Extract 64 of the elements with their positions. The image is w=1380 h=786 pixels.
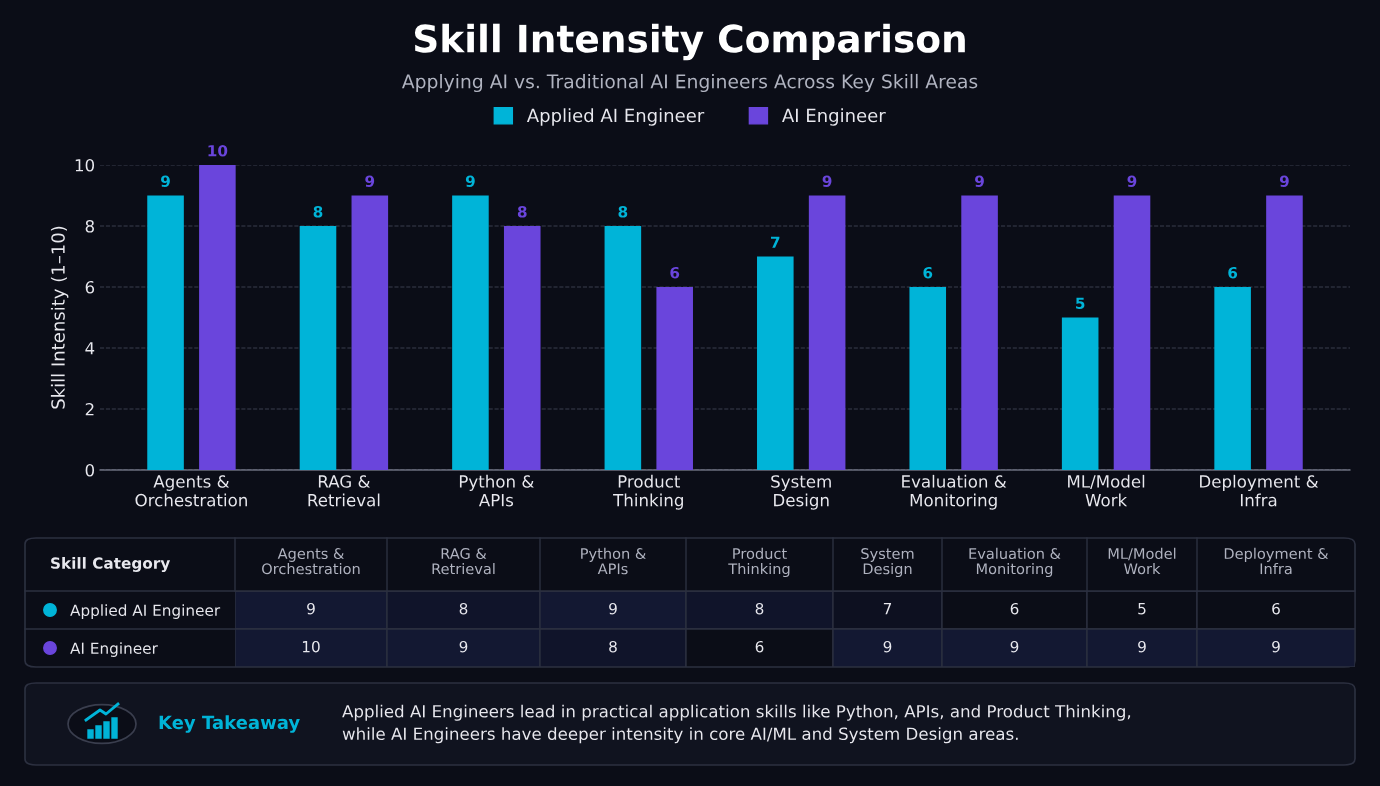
data-label: 5 xyxy=(1076,297,1085,309)
data-label: 8 xyxy=(313,205,323,218)
x-tick-label: System Design xyxy=(771,475,831,510)
data-label: 9 xyxy=(1272,640,1280,653)
data-label: 8 xyxy=(459,602,468,615)
x-tick-label: Agents & Orchestration xyxy=(135,475,247,507)
data-label: 9 xyxy=(161,175,170,187)
data-label: 9 xyxy=(609,602,617,615)
x-tick-label: Evaluation & Monitoring xyxy=(969,547,1061,578)
x-tick-label: Python & APIs xyxy=(459,474,534,507)
data-label: 9 xyxy=(975,175,984,187)
text: Skill Category xyxy=(51,557,171,572)
data-label: 6 xyxy=(1010,602,1019,615)
data-label: 6 xyxy=(1228,266,1238,279)
data-label: 9 xyxy=(1010,640,1019,653)
data-label: 6 xyxy=(755,640,764,653)
data-label: 7 xyxy=(883,603,892,615)
chart-subtitle: Applying AI vs. Traditional AI Engineers Across Key Skill Areas xyxy=(401,73,978,93)
y-tick-label: 6 xyxy=(85,280,95,294)
data-label: 6 xyxy=(670,266,680,279)
data-label: 6 xyxy=(923,266,933,279)
data-label: 8 xyxy=(609,640,617,653)
y-axis-title: Skill Intensity (1–10) xyxy=(50,226,69,409)
y-tick-label: 8 xyxy=(85,219,94,233)
data-label: 9 xyxy=(1279,175,1289,187)
data-label: 9 xyxy=(1138,640,1146,653)
x-tick-label: Deployment & Infra xyxy=(1224,547,1329,575)
x-tick-label: RAG & Retrieval xyxy=(308,475,380,507)
data-label: 9 xyxy=(459,640,468,653)
data-label: 9 xyxy=(365,175,375,187)
data-label: 9 xyxy=(883,640,892,653)
x-tick-label: RAG & Retrieval xyxy=(432,548,495,575)
x-tick-label: Python & APIs xyxy=(581,547,646,575)
data-label: 6 xyxy=(1272,602,1280,615)
x-tick-label: ML/Model Work xyxy=(1108,547,1176,575)
data-label: 9 xyxy=(1127,175,1137,187)
data-label: 10 xyxy=(208,144,228,157)
x-tick-label: ML/Model Work xyxy=(1068,474,1145,507)
x-tick-label: Agents & Orchestration xyxy=(262,548,360,575)
data-label: 5 xyxy=(1138,603,1146,615)
chart-title: Skill Intensity Comparison xyxy=(414,23,965,61)
y-tick-label: 10 xyxy=(75,158,95,172)
data-label: 9 xyxy=(465,175,475,187)
text: Key Takeaway xyxy=(159,715,300,733)
data-label: 8 xyxy=(618,205,628,218)
data-label: 10 xyxy=(302,640,320,653)
y-tick-label: AI Engineer xyxy=(70,642,158,657)
legend-label: Applied AI Engineer xyxy=(526,108,705,126)
x-tick-label: Product Thinking xyxy=(613,474,683,510)
data-label: 9 xyxy=(307,602,315,615)
data-label: 8 xyxy=(755,602,764,615)
text: Applied AI Engineers lead in practical application skills like Python, APIs, and Product Thinking, while AI Engineers have deeper intensity in core AI/ML and System Design areas. xyxy=(342,704,1131,744)
y-tick-label: 0 xyxy=(85,463,95,477)
y-tick-label: Applied AI Engineer xyxy=(70,604,221,619)
x-tick-label: System Design xyxy=(861,548,914,578)
data-label: 9 xyxy=(822,175,832,187)
data-label: 8 xyxy=(517,205,527,218)
x-tick-label: Product Thinking xyxy=(728,547,790,578)
y-tick-label: 2 xyxy=(85,402,94,416)
x-tick-label: Evaluation & Monitoring xyxy=(902,474,1007,510)
y-tick-label: 4 xyxy=(85,342,95,355)
x-tick-label: Deployment & Infra xyxy=(1200,474,1319,507)
legend-label: AI Engineer xyxy=(782,108,886,126)
data-label: 7 xyxy=(771,236,780,248)
